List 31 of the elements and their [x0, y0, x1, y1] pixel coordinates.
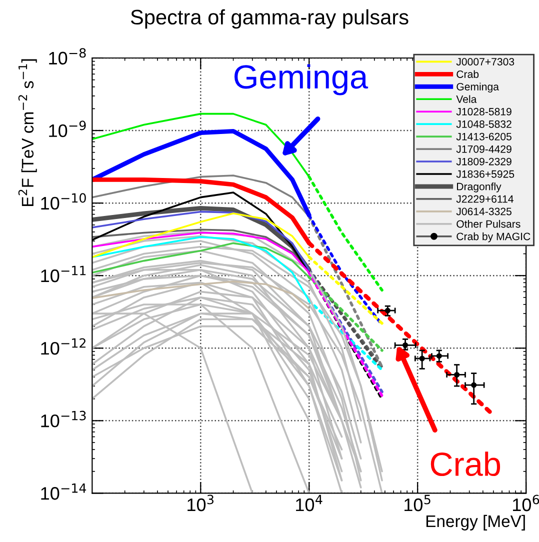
x-axis-title: Energy [MeV] [426, 514, 525, 530]
y-tick-label: 10$^{−8}$ [49, 48, 86, 65]
x-tick-label: 10$^{5}$ [404, 494, 430, 512]
legend-label: J1809-2329 [456, 158, 512, 166]
legend-label: J0007+7303 [456, 58, 514, 66]
y-tick-label: 10$^{−12}$ [41, 338, 86, 355]
x-tick-label: 10$^{3}$ [188, 494, 214, 512]
legend-label: J0614-3325 [456, 208, 512, 216]
y-tick-label: 10$^{−9}$ [49, 120, 86, 138]
legend-label: Vela [456, 95, 477, 103]
legend-label: Other Pulsars [456, 220, 520, 228]
legend-label: J1413-6205 [456, 132, 512, 140]
y-tick-label: 10$^{−14}$ [41, 484, 86, 500]
y-axis-title: E$^{2}$F [TeV cm$^{−2}$ s$^{−1}$] [18, 59, 37, 206]
annotation: Crab [430, 452, 500, 476]
legend-label: Geminga [456, 82, 499, 93]
legend-label: J1709-4429 [456, 145, 512, 153]
y-tick-label: 10$^{−10}$ [41, 193, 86, 210]
y-tick-label: 10$^{−13}$ [41, 410, 86, 428]
x-tick-label: 10$^{4}$ [296, 494, 322, 512]
legend-label: J1836+5925 [456, 170, 514, 178]
annotation: Geminga [234, 64, 368, 96]
legend-label: Crab by MAGIC [456, 232, 530, 242]
legend-label: Dragonfly [457, 182, 502, 192]
legend-label: J1048-5832 [456, 120, 512, 128]
x-tick-label: 10$^{6}$ [512, 494, 539, 512]
y-tick-label: 10$^{−11}$ [41, 266, 86, 282]
chart-title: Spectra of gamma-ray pulsars [130, 9, 408, 29]
legend-label: J2229+6114 [456, 195, 514, 203]
legend-label: J1028-5819 [456, 108, 512, 116]
legend-label: Crab [456, 70, 479, 78]
